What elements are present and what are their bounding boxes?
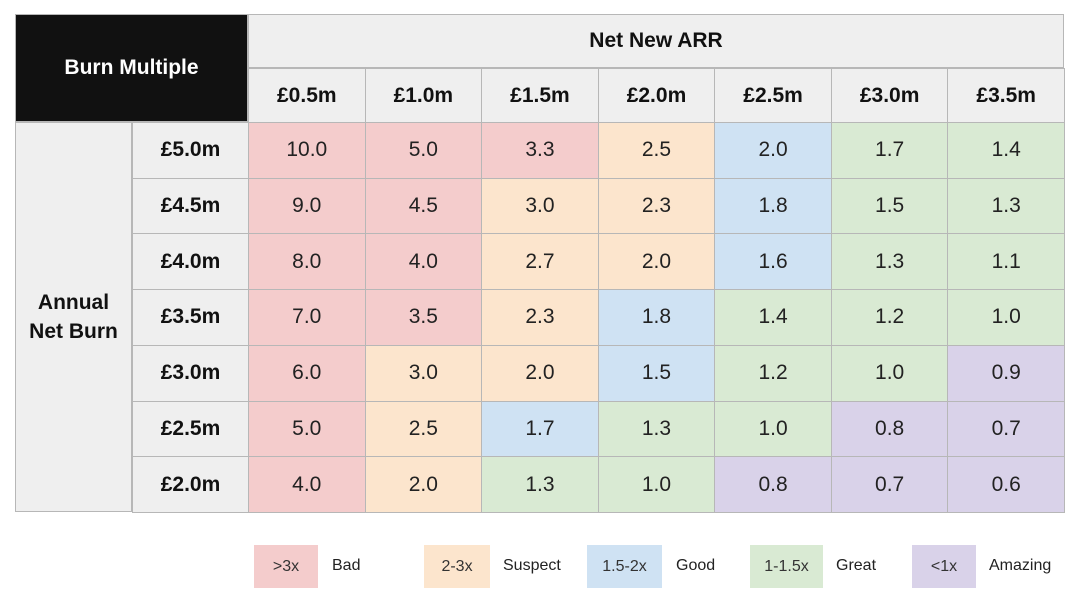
column-header: £3.0m <box>830 68 949 123</box>
column-header: £1.5m <box>481 68 599 123</box>
value-cell: 1.0 <box>597 456 716 513</box>
row-header: £2.0m <box>132 456 249 513</box>
legend-swatch: 1-1.5x <box>750 545 823 588</box>
legend-swatch: 2-3x <box>424 545 490 588</box>
value-cell: 4.0 <box>248 456 366 513</box>
value-cell: 0.9 <box>947 344 1065 402</box>
value-cell: 3.0 <box>364 344 483 402</box>
column-header: £2.5m <box>714 68 832 123</box>
value-cell: 2.3 <box>597 177 716 235</box>
value-cell: 4.0 <box>364 233 483 291</box>
value-cell: 2.0 <box>364 456 483 513</box>
value-cell: 3.5 <box>364 289 483 346</box>
value-cell: 0.8 <box>830 400 949 458</box>
row-header: £3.5m <box>132 289 249 346</box>
value-cell: 1.6 <box>714 233 832 291</box>
value-cell: 2.0 <box>597 233 716 291</box>
corner-header: Burn Multiple <box>15 14 248 122</box>
legend-label: Great <box>836 557 877 574</box>
value-cell: 1.7 <box>830 122 949 179</box>
value-cell: 7.0 <box>248 289 366 346</box>
value-cell: 1.7 <box>481 400 599 458</box>
legend-label: Bad <box>332 557 361 574</box>
column-group-header: Net New ARR <box>248 14 1064 68</box>
row-header: £5.0m <box>132 122 249 179</box>
value-cell: 10.0 <box>248 122 366 179</box>
legend-swatch: >3x <box>254 545 318 588</box>
value-cell: 3.3 <box>481 122 599 179</box>
value-cell: 0.6 <box>947 456 1065 513</box>
row-header: £3.0m <box>132 344 249 402</box>
value-cell: 0.7 <box>947 400 1065 458</box>
row-header: £4.5m <box>132 177 249 235</box>
value-cell: 2.3 <box>481 289 599 346</box>
value-cell: 1.1 <box>947 233 1065 291</box>
column-header: £1.0m <box>364 68 483 123</box>
value-cell: 5.0 <box>364 122 483 179</box>
legend-label: Suspect <box>503 557 561 574</box>
value-cell: 8.0 <box>248 233 366 291</box>
row-header: £2.5m <box>132 400 249 458</box>
value-cell: 0.7 <box>830 456 949 513</box>
value-cell: 1.2 <box>830 289 949 346</box>
value-cell: 1.3 <box>597 400 716 458</box>
value-cell: 1.0 <box>830 344 949 402</box>
value-cell: 4.5 <box>364 177 483 235</box>
value-cell: 2.0 <box>481 344 599 402</box>
legend-swatch: <1x <box>912 545 976 588</box>
row-header: £4.0m <box>132 233 249 291</box>
value-cell: 1.5 <box>597 344 716 402</box>
legend-swatch: 1.5-2x <box>587 545 662 588</box>
value-cell: 1.3 <box>481 456 599 513</box>
value-cell: 1.5 <box>830 177 949 235</box>
column-header: £0.5m <box>248 68 366 123</box>
value-cell: 1.0 <box>947 289 1065 346</box>
value-cell: 0.8 <box>714 456 832 513</box>
value-cell: 1.2 <box>714 344 832 402</box>
value-cell: 2.7 <box>481 233 599 291</box>
value-cell: 1.8 <box>714 177 832 235</box>
value-cell: 2.0 <box>714 122 832 179</box>
value-cell: 1.4 <box>947 122 1065 179</box>
value-cell: 1.3 <box>830 233 949 291</box>
column-header: £2.0m <box>597 68 716 123</box>
value-cell: 5.0 <box>248 400 366 458</box>
value-cell: 2.5 <box>597 122 716 179</box>
column-header: £3.5m <box>947 68 1065 123</box>
legend-label: Good <box>676 557 716 574</box>
value-cell: 1.4 <box>714 289 832 346</box>
value-cell: 2.5 <box>364 400 483 458</box>
value-cell: 6.0 <box>248 344 366 402</box>
value-cell: 1.3 <box>947 177 1065 235</box>
row-group-header: Annual Net Burn <box>15 122 132 512</box>
value-cell: 9.0 <box>248 177 366 235</box>
value-cell: 1.8 <box>597 289 716 346</box>
value-cell: 1.0 <box>714 400 832 458</box>
value-cell: 3.0 <box>481 177 599 235</box>
legend-label: Amazing <box>989 557 1052 574</box>
